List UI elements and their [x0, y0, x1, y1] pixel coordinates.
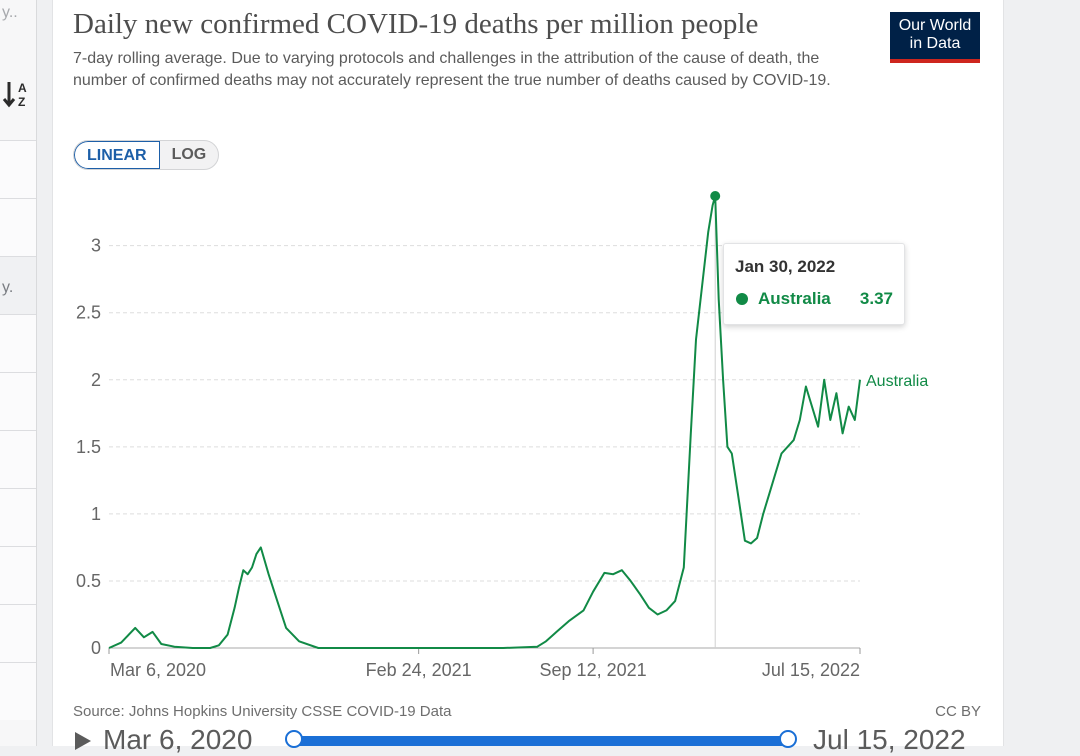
log-scale-button[interactable]: LOG [171, 146, 207, 163]
svg-text:Z: Z [18, 95, 25, 109]
series-label: Australia [866, 373, 928, 390]
sidebar-row[interactable] [0, 198, 36, 256]
chart-subtitle: 7-day rolling average. Due to varying pr… [73, 50, 831, 89]
timeline-end-handle[interactable] [779, 730, 797, 748]
logo-line-1: Our World [898, 17, 972, 34]
highlight-point [710, 191, 721, 201]
timeline: Mar 6, 2020 Jul 15, 2022 [73, 724, 983, 756]
logo-line-2: in Data [909, 35, 961, 52]
x-tick-label: Mar 6, 2020 [110, 660, 206, 680]
series-line [108, 195, 861, 649]
license-link[interactable]: CC BY [935, 703, 981, 720]
chart-card: Daily new confirmed COVID-19 deaths per … [52, 0, 1004, 755]
timeline-end-label: Jul 15, 2022 [813, 724, 966, 755]
sidebar-row[interactable] [0, 372, 36, 430]
sidebar-row-text: y. [2, 279, 14, 296]
svg-text:A: A [18, 81, 27, 95]
tooltip-entity: Australia [758, 289, 831, 308]
x-tick-label: Feb 24, 2021 [366, 660, 472, 680]
sidebar-row[interactable] [0, 430, 36, 488]
timeline-track[interactable] [293, 736, 787, 746]
chart-title: Daily new confirmed COVID-19 deaths per … [73, 8, 759, 40]
linear-scale-button[interactable]: LINEAR [74, 141, 160, 169]
tooltip-value: 3.37 [859, 289, 893, 308]
sidebar-row[interactable] [0, 314, 36, 372]
y-tick-label: 2 [91, 370, 101, 390]
chart-tooltip: Jan 30, 2022 Australia 3.37 [723, 243, 905, 325]
sidebar-row[interactable] [0, 604, 36, 662]
legend-dot-icon [736, 293, 748, 305]
sort-alpha-icon[interactable]: A Z [2, 78, 36, 117]
owid-logo[interactable]: Our World in Data [890, 12, 980, 63]
sidebar-search-text: y.. [2, 4, 18, 21]
sidebar: y.. A Z y. [0, 0, 37, 746]
timeline-start-handle[interactable] [285, 730, 303, 748]
line-chart[interactable]: 0 0.5 1 1.5 2 2.5 3 Mar 6, 2020 Feb 24, 2021 Sep … [53, 0, 1003, 700]
y-tick-label: 3 [91, 236, 101, 256]
y-tick-label: 1.5 [76, 437, 101, 457]
play-icon[interactable] [75, 732, 91, 750]
sidebar-row-selected[interactable]: y. [0, 256, 36, 314]
sidebar-row[interactable] [0, 662, 36, 720]
y-tick-label: 0 [91, 638, 101, 658]
timeline-start-label: Mar 6, 2020 [103, 724, 253, 755]
x-tick-label: Jul 15, 2022 [762, 660, 860, 680]
scale-toggle: LINEAR LOG [73, 140, 220, 170]
y-tick-label: 1 [91, 504, 101, 524]
y-tick-label: 2.5 [76, 303, 101, 323]
sidebar-row[interactable] [0, 488, 36, 546]
source-note[interactable]: Source: Johns Hopkins University CSSE CO… [73, 703, 452, 720]
y-tick-label: 0.5 [76, 571, 101, 591]
sidebar-row[interactable] [0, 546, 36, 604]
sidebar-row[interactable] [0, 140, 36, 198]
tooltip-date: Jan 30, 2022 [735, 257, 836, 276]
x-tick-label: Sep 12, 2021 [540, 660, 647, 680]
